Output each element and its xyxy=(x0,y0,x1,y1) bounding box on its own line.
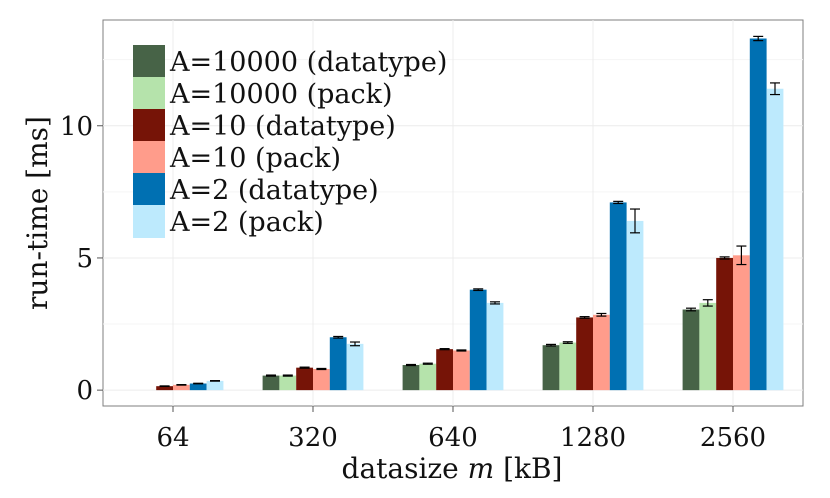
error-bar xyxy=(579,316,590,319)
bar xyxy=(346,343,364,391)
legend-label: A=10000 (datatype) xyxy=(169,47,447,78)
bar xyxy=(469,289,487,391)
error-bars xyxy=(159,35,780,388)
error-bar xyxy=(406,363,416,367)
bar xyxy=(486,302,504,391)
bar xyxy=(402,365,420,391)
x-tick-label: 2560 xyxy=(700,423,766,453)
bar xyxy=(329,337,347,391)
legend-swatch xyxy=(133,205,165,238)
legend-swatch xyxy=(133,45,165,78)
x-tick-label: 320 xyxy=(288,423,338,453)
error-bar xyxy=(753,35,764,42)
legend-swatch xyxy=(133,77,165,110)
legend-item: A=10000 (pack) xyxy=(133,77,393,110)
bar xyxy=(296,367,313,391)
legend-item: A=2 (datatype) xyxy=(133,173,379,206)
bar xyxy=(626,220,644,391)
error-bar xyxy=(193,382,204,385)
bar xyxy=(206,380,224,391)
error-bar xyxy=(562,341,573,344)
bar xyxy=(733,255,750,391)
x-axis-label-unit: [kB] xyxy=(494,452,562,485)
error-bar xyxy=(282,374,293,377)
error-bar xyxy=(350,341,360,347)
bar xyxy=(766,88,784,391)
error-bar xyxy=(473,288,484,292)
x-tick-label: 1280 xyxy=(560,423,626,453)
legend-item: A=10000 (datatype) xyxy=(133,45,447,78)
legend-item: A=2 (pack) xyxy=(133,205,324,238)
legend-swatch xyxy=(133,173,165,206)
bar xyxy=(262,375,280,391)
legend-swatch xyxy=(133,109,165,142)
error-bar xyxy=(266,374,276,377)
legend-label: A=2 (datatype) xyxy=(169,175,379,206)
x-axis-label-variable: m xyxy=(468,452,495,485)
error-bar xyxy=(686,307,696,312)
x-tick-label: 640 xyxy=(428,423,478,453)
bar xyxy=(156,386,173,391)
bar xyxy=(699,302,717,391)
legend-label: A=2 (pack) xyxy=(169,207,324,238)
bar xyxy=(593,314,610,391)
bar xyxy=(173,384,190,391)
error-bar xyxy=(546,343,556,347)
error-bar xyxy=(422,362,433,365)
bar xyxy=(419,363,437,391)
error-bar xyxy=(210,380,220,382)
legend: A=10000 (datatype)A=10000 (pack)A=10 (da… xyxy=(133,45,447,238)
error-bar xyxy=(702,299,713,307)
error-bar xyxy=(736,245,747,266)
error-bar xyxy=(299,366,310,369)
error-bar xyxy=(456,349,467,352)
bar xyxy=(542,345,560,391)
bar xyxy=(682,309,700,391)
bar xyxy=(453,350,470,391)
y-tick-label: 0 xyxy=(76,376,93,406)
legend-label: A=10 (datatype) xyxy=(169,111,396,142)
bar xyxy=(313,368,330,391)
x-axis-ticks: 64 320 640 1280 2560 xyxy=(156,406,766,453)
error-bar xyxy=(490,301,500,305)
y-axis-label: run-time [ms] xyxy=(21,116,54,310)
error-bar xyxy=(630,208,640,234)
legend-label: A=10 (pack) xyxy=(169,143,341,174)
error-bar xyxy=(439,348,450,351)
bar xyxy=(436,349,453,391)
error-bar xyxy=(596,312,607,317)
legend-label: A=10000 (pack) xyxy=(169,79,393,110)
legend-item: A=10 (datatype) xyxy=(133,109,396,142)
error-bar xyxy=(719,256,730,260)
y-tick-label: 10 xyxy=(60,112,93,142)
bar xyxy=(609,202,627,391)
x-axis-label: datasize m [kB] xyxy=(342,452,563,485)
error-bar xyxy=(613,200,624,205)
bar xyxy=(189,383,207,391)
y-axis-ticks: 0 5 10 xyxy=(60,112,103,406)
error-bar xyxy=(159,385,170,388)
error-bar xyxy=(770,82,780,96)
bar xyxy=(576,317,593,391)
x-axis-label-prefix: datasize xyxy=(342,452,468,485)
bars xyxy=(156,38,784,391)
bar xyxy=(716,257,733,391)
bar xyxy=(749,38,767,391)
legend-item: A=10 (pack) xyxy=(133,141,341,174)
x-tick-label: 64 xyxy=(156,423,189,453)
y-tick-label: 5 xyxy=(76,244,93,274)
error-bar xyxy=(176,383,187,386)
error-bar xyxy=(333,335,344,339)
error-bar xyxy=(316,367,327,371)
legend-swatch xyxy=(133,141,165,174)
bar xyxy=(279,375,297,391)
bar xyxy=(559,342,577,391)
